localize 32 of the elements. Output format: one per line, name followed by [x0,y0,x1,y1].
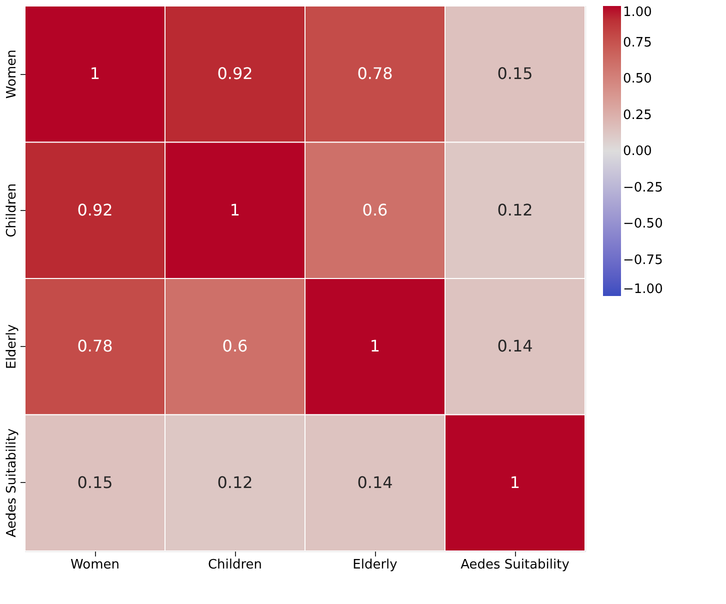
data-label: 1 [510,472,520,492]
data-label: 0.92 [77,200,113,220]
data-label: 1 [90,64,100,84]
x-tick-label: Elderly [352,558,398,572]
y-tick-label: Women [4,50,20,99]
x-tick-label: Aedes Suitability [460,558,570,572]
data-label: 1 [370,336,380,356]
data-label: 0.78 [77,336,113,356]
data-label: 0.15 [77,472,113,492]
data-label: 0.14 [357,472,393,492]
color-bar-label: 0.25 [623,108,652,123]
data-label: 0.92 [217,64,253,84]
data-label: 0.12 [497,200,533,220]
color-bar-label: −1.00 [623,282,663,297]
y-tick-label: Children [4,183,20,238]
data-label: 0.6 [222,336,248,356]
data-label: 1 [230,200,240,220]
color-bar-label: 0.00 [623,144,652,159]
x-tick-label: Children [208,558,262,572]
color-bar-label: 0.75 [623,35,652,50]
data-label: 0.12 [217,472,253,492]
y-tick-label: Elderly [4,324,20,369]
color-bar-label: 0.50 [623,72,652,86]
data-label: 0.6 [362,200,388,220]
color-bar-label: 1.00 [623,5,652,20]
data-label: 0.15 [497,64,533,84]
color-bar-label: −0.75 [623,252,663,268]
x-tick-label: Women [70,558,120,572]
data-label: 0.78 [357,64,393,84]
data-label: 0.14 [497,336,533,356]
color-bar-label: −0.25 [623,180,663,196]
color-bar-label: −0.50 [623,216,663,232]
